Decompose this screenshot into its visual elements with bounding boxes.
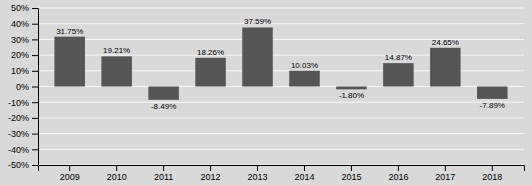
data-labels: 31.75% 19.21% -8.49% 18.26% 37.59% 10.03% -1.8… [56,17,505,110]
y-tick: -10% [8,98,38,108]
data-label: 14.87% [385,53,412,62]
data-label: 37.59% [244,17,271,26]
y-tick: 40% [11,19,38,29]
grid-line [38,102,524,103]
data-label: 31.75% [56,27,83,36]
x-tick-mark [210,165,211,171]
y-tick-label: 40% [11,19,29,29]
y-tick: 0% [16,82,38,92]
y-tick-mark [32,149,38,150]
x-tick-label: 2018 [482,172,502,182]
y-tick-mark [32,8,38,9]
y-tick-mark [32,39,38,40]
data-label: 18.26% [197,48,224,57]
x-axis-line [39,166,525,172]
x-tick: 2010 [107,165,127,182]
x-tick: 2016 [388,165,408,182]
y-tick-label: 0% [16,82,29,92]
x-tick-label: 2017 [435,172,455,182]
data-label: 19.21% [103,46,130,55]
y-tick: 50% [11,3,38,13]
y-tick-label: -10% [8,98,29,108]
y-tick-mark [32,87,38,88]
y-axis: -50% -40% -30% -20% -10% 0% 10% 20% 30% 40% 50% [8,3,39,170]
y-tick-mark [32,118,38,119]
data-label: 24.65% [432,38,459,47]
y-tick-label: 10% [11,66,29,76]
data-label: -1.80% [339,91,364,100]
y-tick: 10% [11,66,38,76]
y-tick: 30% [11,35,38,45]
data-label: -7.89% [480,101,505,110]
bar [336,87,367,90]
y-axis-line [32,9,39,166]
y-tick: -30% [8,129,38,139]
x-tick-label: 2010 [107,172,127,182]
chart: -50% -40% -30% -20% -10% 0% 10% 20% 30% 40% 50% 200… [0,0,532,185]
x-tick-mark [163,165,164,171]
y-tick: -20% [8,113,38,123]
y-tick-label: -30% [8,129,29,139]
x-tick-label: 2014 [294,172,314,182]
y-tick-label: -20% [8,113,29,123]
y-tick-mark [32,165,38,166]
x-tick-label: 2012 [201,172,221,182]
grid [38,8,524,165]
bar [195,58,226,87]
x-tick: 2012 [201,165,221,182]
grid-line [38,8,524,9]
y-tick-mark [32,24,38,25]
x-tick: 2014 [294,165,314,182]
x-tick: 2011 [154,165,173,182]
grid-line [38,23,524,24]
bar [477,87,508,99]
x-tick-label: 2009 [60,172,80,182]
y-tick-label: 50% [11,3,29,13]
bar [54,37,85,87]
grid-line [38,149,524,150]
x-tick-mark [116,165,117,171]
y-tick-label: 30% [11,35,29,45]
data-label: 10.03% [291,61,318,70]
bar [242,27,273,86]
x-tick-mark [398,165,399,171]
y-tick-mark [32,71,38,72]
y-tick-mark [32,102,38,103]
x-tick-mark [351,165,352,171]
y-tick: 20% [11,50,38,60]
x-tick-label: 2011 [154,172,173,182]
x-tick-label: 2015 [341,172,361,182]
grid-line [38,117,524,118]
x-tick: 2013 [248,165,268,182]
y-tick-label: 20% [11,50,29,60]
bar [289,71,320,87]
x-tick-mark [445,165,446,171]
x-tick-mark [69,165,70,171]
y-tick-label: -50% [8,160,29,170]
bar [101,56,132,86]
y-tick: -50% [8,160,38,170]
x-tick-mark [257,165,258,171]
y-tick-label: -40% [8,145,29,155]
x-tick: 2018 [482,165,502,182]
plot: -50% -40% -30% -20% -10% 0% 10% 20% 30% 40% 50% 200… [8,3,525,182]
y-tick: -40% [8,145,38,155]
bar [383,63,414,86]
x-tick: 2009 [60,165,80,182]
bar [148,87,179,100]
y-tick-mark [32,55,38,56]
bars [54,27,507,99]
y-tick-mark [32,134,38,135]
x-tick-label: 2016 [388,172,408,182]
x-tick-mark [492,165,493,171]
x-tick-label: 2013 [248,172,268,182]
bar [430,48,461,87]
x-tick: 2015 [341,165,361,182]
x-tick: 2017 [435,165,455,182]
x-tick-mark [304,165,305,171]
data-label: -8.49% [151,102,176,111]
x-axis: 2009 2010 2011 2012 2013 2014 2015 2016 2017 2018 [39,165,525,182]
grid-line [38,133,524,134]
